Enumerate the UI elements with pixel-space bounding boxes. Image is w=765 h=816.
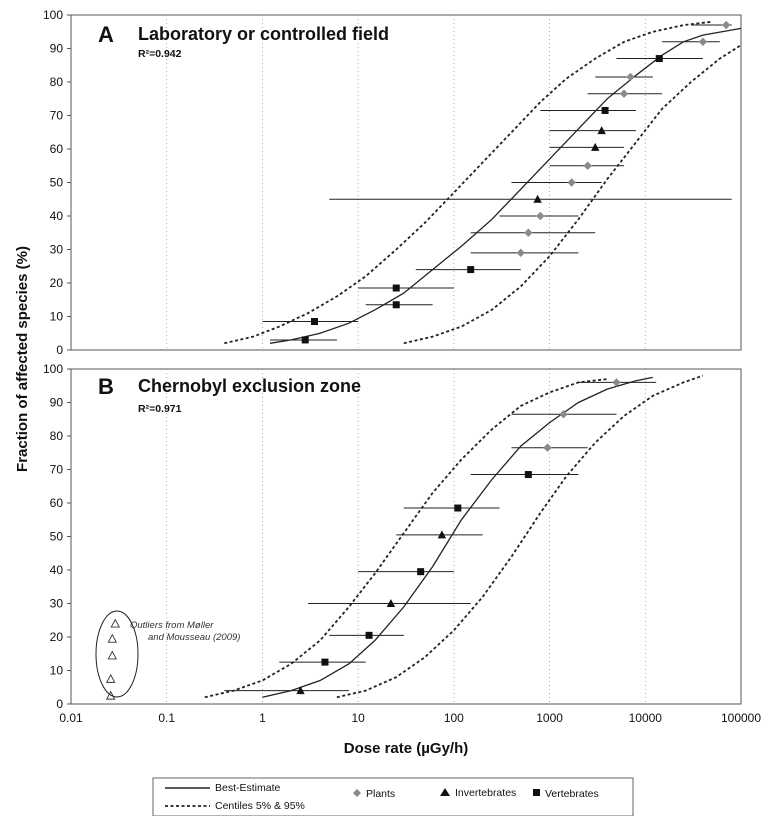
panel-a-y-tick-label: 0 [56,343,63,357]
panel-b-invertebrates-point [437,530,447,539]
outlier-point [110,618,121,628]
panel-b-y-tick-label: 10 [50,664,64,678]
panel-b-centile-5--curve [204,378,608,699]
panel-a-plants-point [698,37,708,46]
panel-a-title: Laboratory or controlled field [138,24,389,44]
legend-plants-marker [353,789,361,797]
x-tick-label: 100000 [721,711,761,725]
panel-a-plants-point [524,228,533,237]
x-tick-label: 100 [444,711,464,725]
panel-b-vertebrates-point [524,471,532,479]
panel-a-y-tick-label: 70 [50,109,64,123]
outlier-point [107,650,118,660]
panel-a-invertebrates-point [533,194,542,203]
x-axis-ticks: 0.01 0.1 1 10 100 1000 10000 100000 [59,711,761,725]
y-axis-title: Fraction of affected species (%) [14,246,31,472]
panel-a-y-tick-label: 20 [50,276,64,290]
panel-b-y-tick-label: 40 [50,563,64,577]
panel-b-title: Chernobyl exclusion zone [138,376,361,396]
panel-b-y-tick-label: 100 [43,362,63,376]
panel-a-plants-point [626,72,635,82]
legend: Best-Estimate Centiles 5% & 95% Plants I… [152,777,634,816]
panel-b-r2: R²=0.971 [138,403,182,415]
panel-a-plants-point [721,20,731,30]
panel-b-letter: B [98,374,114,399]
x-tick-label: 1000 [536,711,563,725]
panel-b-y-tick-label: 70 [50,463,64,477]
panel-a-r2: R²=0.942 [138,48,182,60]
legend-best-estimate-label: Best-Estimate [215,782,281,794]
panel-a-vertebrates-point [655,55,663,63]
panel-b-y-tick-label: 60 [50,496,64,510]
x-tick-label: 1 [259,711,266,725]
panel-a-vertebrates-point [392,284,400,292]
panel-b-y-ticks: 0 10 20 30 40 50 60 70 80 90 100 [43,362,71,711]
panel-a-y-tick-label: 90 [50,42,64,56]
panel-b-y-tick-label: 80 [50,429,64,443]
panel-a-y-tick-label: 40 [50,209,64,223]
panel-a-letter: A [98,22,114,47]
panel-b-vertebrates-point [417,568,425,576]
panel-a-y-tick-label: 10 [50,310,64,324]
panel-a-y-tick-label: 100 [43,8,63,22]
x-tick-label: 10000 [629,711,663,725]
outliers-annotation: Outliers from Møller and Mousseau (2009) [130,620,240,643]
panel-a-y-tick-label: 80 [50,75,64,89]
panel-a-plants-point [583,161,592,170]
panel-b-plants-point [559,410,568,419]
panel-b-y-tick-label: 20 [50,630,64,644]
panel-a-series [224,20,742,345]
panel-a-y-tick-label: 60 [50,142,64,156]
panel-a-plants-point [516,248,525,258]
panel-b-invertebrates-point [386,599,396,607]
panel-a-y-tick-label: 30 [50,243,64,257]
panel-a-invertebrates-point [597,126,606,135]
panel-a: 0 10 20 30 40 50 60 70 80 90 100 A Laboratory or c… [43,8,742,357]
panel-a-plants-point [619,89,629,98]
outlier-point [107,633,118,643]
panel-b-best-estimate-curve [262,376,654,698]
panel-a-invertebrates-point [591,142,600,151]
panel-b-plants-point [612,378,621,387]
panel-b-centile-95--curve [336,374,704,699]
outlier-point [105,673,116,683]
panel-a-best-estimate-curve [269,27,742,344]
x-tick-label: 0.1 [158,711,175,725]
panel-a-vertebrates-point [601,106,609,114]
panel-a-y-tick-label: 50 [50,176,64,190]
panel-b: 0 10 20 30 40 50 60 70 80 90 100 B Chernobyl exclu… [43,362,742,711]
legend-vertebrates-label: Vertebrates [545,788,599,800]
panel-b-vertebrates-point [454,504,462,512]
legend-plants-label: Plants [366,788,395,800]
legend-invertebrates-label: Invertebrates [455,787,516,799]
legend-centiles-label: Centiles 5% & 95% [215,800,305,812]
legend-vertebrates-marker [533,789,540,796]
panel-a-centile-5--curve [224,20,713,345]
x-axis-title: Dose rate (µGy/h) [344,740,469,757]
panel-b-frame [70,368,742,705]
panel-b-y-tick-label: 30 [50,597,64,611]
panel-a-y-ticks: 0 10 20 30 40 50 60 70 80 90 100 [43,8,71,357]
panel-b-plants-point [543,443,552,452]
x-tick-label: 10 [351,711,365,725]
panel-a-frame [70,14,742,351]
panel-a-plants-point [536,211,545,221]
panel-a-vertebrates-point [467,266,475,274]
panel-a-centile-95--curve [403,44,742,345]
panel-b-vertebrates-point [365,631,373,639]
panel-b-y-tick-label: 90 [50,396,64,410]
panel-b-y-tick-label: 50 [50,530,64,544]
panel-b-y-tick-label: 0 [56,697,63,711]
panel-b-vertebrates-point [321,658,329,666]
outliers-ellipse [95,610,139,698]
x-tick-label: 0.01 [59,711,83,725]
panel-a-vertebrates-point [311,318,319,326]
panel-a-vertebrates-point [301,336,309,344]
panel-a-plants-point [567,178,576,187]
panel-b-invertebrates-point [296,686,305,695]
legend-invertebrates-marker [440,788,450,796]
panel-a-vertebrates-point [392,301,400,309]
legend-box [152,777,634,816]
